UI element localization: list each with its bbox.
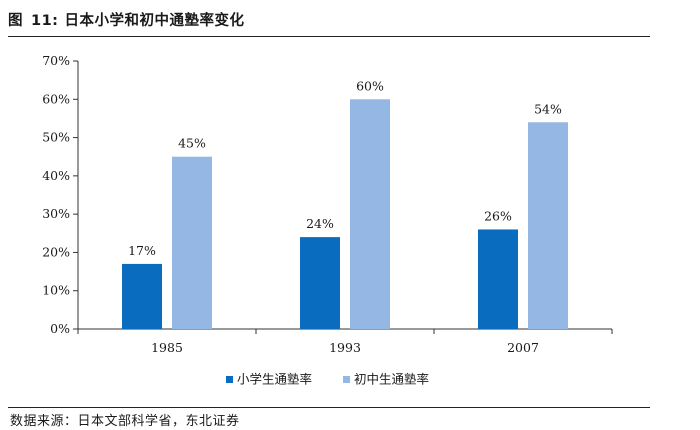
title-divider [8, 36, 650, 37]
legend-swatch [226, 376, 233, 383]
data-label: 60% [356, 78, 384, 93]
y-tick-label: 40% [42, 168, 70, 183]
y-tick-label: 50% [42, 130, 70, 145]
legend-label: 初中生通塾率 [354, 372, 429, 387]
bar-primary-1993 [300, 237, 340, 329]
x-tick-label: 2007 [507, 340, 539, 355]
y-tick-label: 60% [42, 91, 70, 106]
figure-title: 图 11: 日本小学和初中通塾率变化 [8, 9, 648, 30]
bar-middle-2007 [528, 122, 568, 329]
y-tick-label: 10% [42, 283, 70, 298]
y-axis: 0% 10% 20% 30% 40% 50% 60% 70% [42, 53, 79, 336]
y-tick-label: 30% [42, 206, 70, 221]
x-tick-label: 1993 [329, 340, 361, 355]
source-divider [8, 407, 650, 408]
x-axis: 1985 1993 2007 [77, 328, 613, 355]
x-tick-label: 1985 [151, 340, 183, 355]
figure-number: 11: [31, 13, 59, 29]
data-label: 26% [484, 208, 512, 223]
y-tick-label: 0% [50, 321, 70, 336]
data-label: 45% [178, 136, 206, 151]
figure-title-text: 日本小学和初中通塾率变化 [64, 13, 245, 29]
bar-middle-1985 [172, 156, 212, 329]
legend-swatch [343, 376, 350, 383]
y-tick-label: 20% [42, 244, 70, 259]
figure-label: 图 [8, 13, 23, 29]
bars: 17% 45% 24% 60% 26% 54% [122, 78, 568, 330]
legend-label: 小学生通塾率 [237, 372, 312, 387]
data-label: 54% [534, 101, 562, 116]
bar-primary-1985 [122, 263, 162, 329]
bar-primary-2007 [478, 229, 518, 329]
source-note: 数据来源：日本文部科学省，东北证券 [10, 414, 240, 429]
data-label: 17% [128, 243, 156, 258]
legend: 小学生通塾率 初中生通塾率 [226, 372, 429, 387]
bar-middle-1993 [350, 99, 390, 330]
y-tick-label: 70% [42, 53, 70, 68]
data-label: 24% [306, 216, 334, 231]
